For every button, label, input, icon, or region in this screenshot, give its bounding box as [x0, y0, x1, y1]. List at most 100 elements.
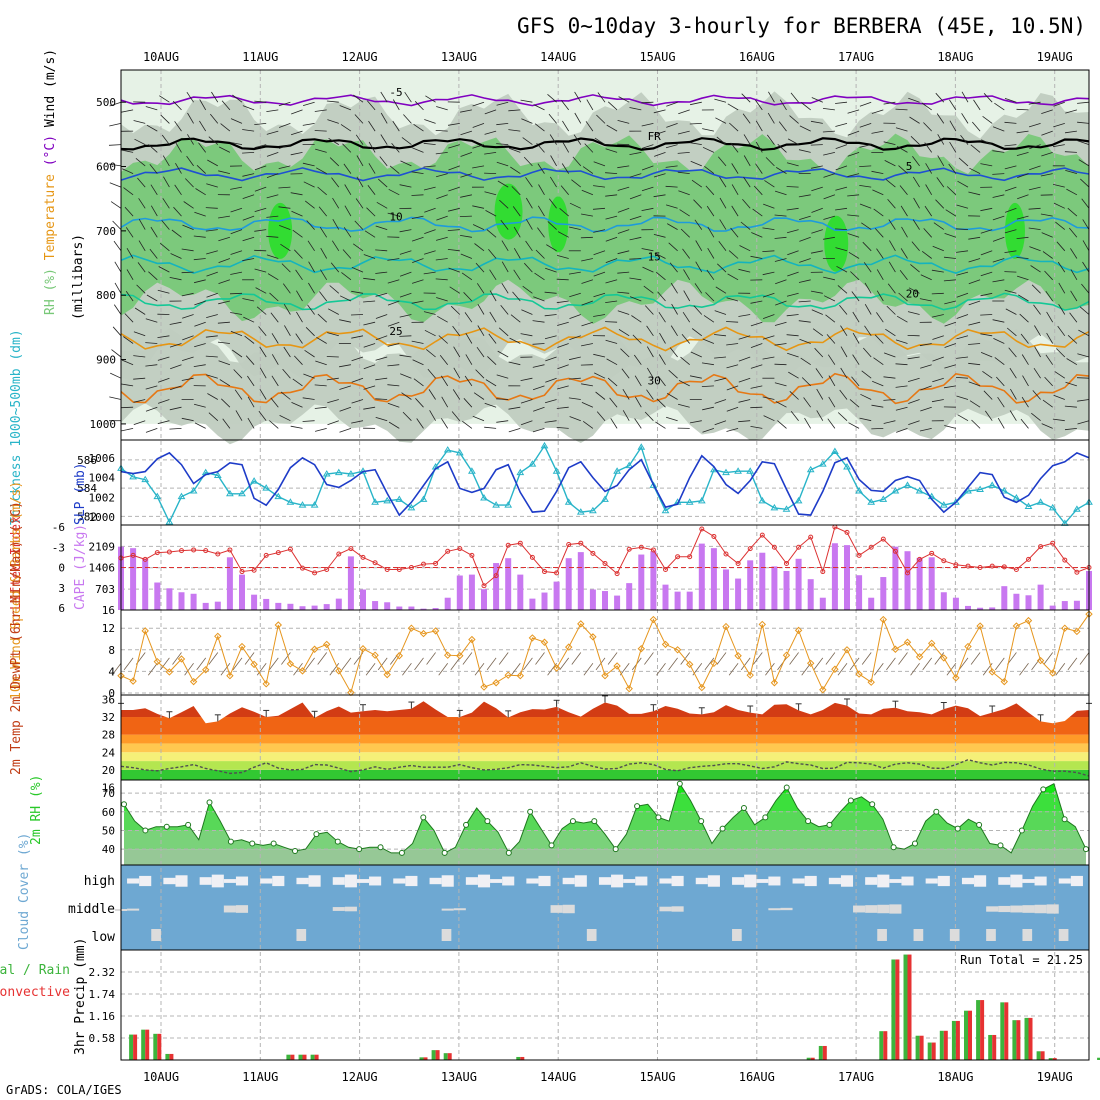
wind-barb: [278, 123, 291, 128]
cloud-mid-cell: [671, 906, 684, 912]
wind-speed-marker: [649, 615, 658, 624]
lifted-marker: [203, 548, 209, 554]
lifted-marker: [324, 567, 330, 573]
cloud-low-cell: [949, 929, 960, 941]
wind-barb: [329, 285, 340, 294]
precip-convective-bar: [931, 1042, 936, 1060]
wind-barb: [730, 142, 739, 153]
wind-barb: [113, 304, 122, 315]
lifted-tick: 3: [58, 582, 65, 595]
wind-barb: [876, 269, 884, 281]
thickness-marker: [540, 441, 549, 449]
wind-barb: [269, 420, 279, 429]
wind-barb: [1080, 178, 1090, 188]
precip-total-bar: [915, 1035, 920, 1060]
isotherm--5: [120, 94, 1090, 107]
wind-barb: [984, 410, 993, 421]
wind-barb: [256, 306, 267, 315]
pressure-tick: 800: [96, 289, 116, 302]
wind-barb: [124, 313, 134, 323]
wind-barb: [232, 94, 243, 103]
wind-barb: [230, 312, 243, 315]
wind-speed-marker: [1024, 616, 1033, 625]
wind-barb: [768, 91, 775, 103]
date-label-bottom: 15AUG: [639, 1070, 675, 1084]
isotherm-5: [120, 167, 1090, 182]
lifted-marker: [892, 548, 898, 554]
wind-barb: [206, 250, 218, 255]
wind-barb: [716, 136, 727, 145]
wind-barb: [955, 228, 969, 230]
wind-barb: [380, 134, 388, 145]
wind-barb: [247, 396, 255, 408]
cloud-high-cell: [865, 877, 878, 885]
wind-barb: [920, 385, 932, 391]
lifted-marker: [844, 529, 850, 535]
wind-barb: [501, 240, 509, 252]
wind-barb: [569, 335, 581, 340]
wind-barb: [1052, 144, 1065, 148]
wind-barb: [133, 399, 146, 403]
wind-barb: [888, 219, 896, 230]
wind-barb: [1056, 241, 1066, 252]
wind-barb: [266, 194, 279, 199]
precip-total-bar: [806, 1057, 811, 1060]
wind-barb: [1019, 313, 1029, 323]
wind-barb: [641, 248, 654, 252]
cape-bar: [432, 608, 439, 610]
wind10m-barb: [898, 652, 908, 665]
wind-barb: [440, 418, 449, 429]
wind-barb: [525, 240, 533, 252]
wind-barb: [814, 347, 824, 358]
lifted-marker: [275, 550, 281, 556]
wind-barb: [731, 184, 739, 195]
wind-barb: [134, 138, 146, 145]
wind-barb: [1030, 265, 1041, 273]
wind-barb: [677, 171, 690, 174]
wind-barb: [254, 144, 267, 148]
wind-barb: [980, 163, 993, 167]
wind-speed-marker: [250, 660, 258, 669]
wind-barb: [435, 258, 448, 261]
wind-barb: [774, 236, 787, 239]
wind-barb: [460, 130, 473, 136]
wind-barb: [629, 236, 642, 241]
thickness-marker: [262, 484, 271, 491]
rh2m-marker: [292, 847, 299, 854]
cape-bar: [493, 563, 500, 610]
wind-barb: [477, 325, 485, 337]
wind-barb: [871, 428, 884, 430]
wind-barb: [366, 100, 376, 111]
thickness-marker: [976, 485, 984, 493]
wind-barb: [1028, 123, 1041, 128]
wind-barb: [413, 123, 424, 132]
wind-barb: [968, 321, 981, 326]
wind-barb: [266, 130, 279, 135]
wind-barb: [280, 391, 291, 400]
wind-barb: [581, 343, 593, 347]
wind-barb: [1065, 381, 1078, 387]
wind-barb: [1045, 290, 1054, 302]
wind-barb: [871, 109, 884, 114]
wind-barb: [569, 226, 581, 230]
wind-barb: [605, 194, 618, 197]
temp-legend: 2m Temp 2m DewPt (6hr Min/Max) (°C): [9, 501, 24, 775]
cape-legend: CAPE (J/kg): [73, 524, 88, 610]
wind-barb: [847, 233, 860, 238]
wind-barb: [645, 305, 654, 315]
slp-tick: 1000: [89, 511, 116, 524]
wind-barb: [823, 276, 835, 281]
wind-barb: [1064, 405, 1077, 408]
wind-barb: [670, 325, 678, 337]
wind-barb: [924, 205, 933, 217]
lifted-marker: [457, 546, 463, 552]
wind-barb: [254, 207, 267, 212]
wind-barb: [703, 315, 715, 323]
precip-convective-bar: [447, 1053, 452, 1060]
wind-barb: [774, 214, 787, 217]
cloud-high-cell: [441, 875, 454, 887]
wind-barb: [1054, 371, 1066, 379]
wind10m-barb: [208, 652, 219, 665]
wind-barb: [452, 325, 461, 337]
thickness-marker: [661, 506, 670, 514]
